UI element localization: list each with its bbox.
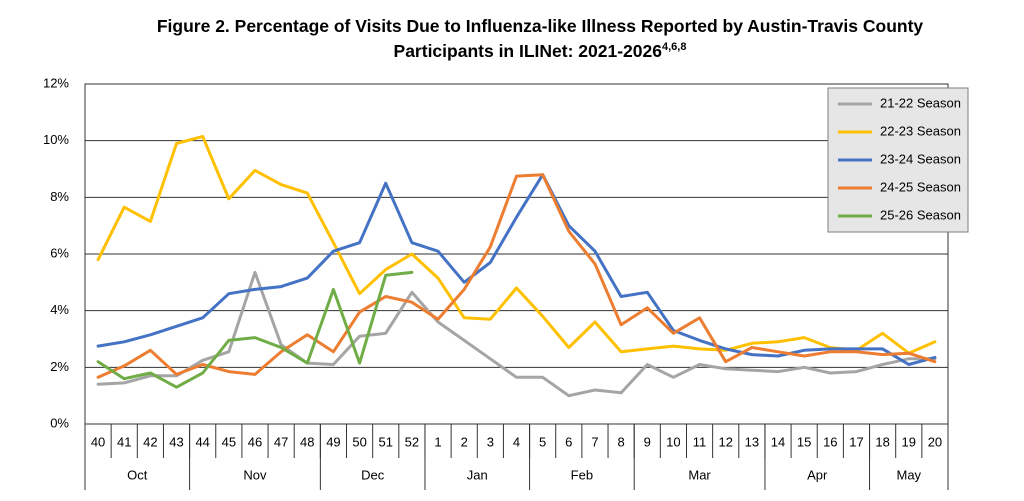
x-tick-label: 11 xyxy=(693,434,707,449)
x-tick-label: 16 xyxy=(823,434,837,449)
y-tick-label: 2% xyxy=(50,359,69,374)
x-tick-label: 19 xyxy=(902,434,916,449)
x-group-label: Dec xyxy=(361,467,385,482)
y-tick-label: 12% xyxy=(43,75,69,90)
x-group-label: Nov xyxy=(243,467,267,482)
x-tick-label: 5 xyxy=(539,434,546,449)
x-tick-label: 18 xyxy=(875,434,889,449)
series-line xyxy=(96,270,937,398)
x-tick-label: 12 xyxy=(718,434,732,449)
y-tick-label: 0% xyxy=(50,415,69,430)
y-tick-label: 10% xyxy=(43,132,69,147)
x-tick-label: 3 xyxy=(487,434,494,449)
x-tick-label: 41 xyxy=(117,434,131,449)
legend-label: 25-26 Season xyxy=(880,207,961,222)
title-text: Figure 2. Percentage of Visits Due to In… xyxy=(156,16,924,61)
legend-label: 21-22 Season xyxy=(880,95,961,110)
x-group-label: Apr xyxy=(807,467,828,482)
series-line xyxy=(96,173,937,366)
legend-label: 22-23 Season xyxy=(880,123,961,138)
x-tick-label: 51 xyxy=(379,434,393,449)
x-tick-label: 49 xyxy=(326,434,340,449)
x-group-label: Jan xyxy=(467,467,488,482)
x-tick-label: 9 xyxy=(644,434,651,449)
x-tick-label: 1 xyxy=(434,434,441,449)
x-tick-label: 46 xyxy=(248,434,262,449)
x-tick-label: 13 xyxy=(745,434,759,449)
x-tick-label: 42 xyxy=(143,434,157,449)
x-tick-label: 43 xyxy=(169,434,183,449)
legend-label: 24-25 Season xyxy=(880,179,961,194)
series-line xyxy=(96,173,937,379)
series-line xyxy=(96,270,414,389)
x-tick-label: 44 xyxy=(195,434,209,449)
x-tick-label: 52 xyxy=(405,434,419,449)
x-tick-label: 50 xyxy=(352,434,366,449)
x-tick-label: 20 xyxy=(928,434,942,449)
x-tick-label: 15 xyxy=(797,434,811,449)
x-tick-label: 6 xyxy=(565,434,572,449)
plot-border xyxy=(84,83,949,425)
y-tick-label: 8% xyxy=(50,189,69,204)
legend: 21-22 Season 22-23 Season 23-24 Season 24-2… xyxy=(827,87,969,233)
x-tick-label: 17 xyxy=(849,434,863,449)
x-tick-label: 40 xyxy=(91,434,105,449)
x-group-label: Feb xyxy=(571,467,593,482)
x-group-label: Mar xyxy=(688,467,711,482)
x-tick-label: 2 xyxy=(461,434,468,449)
series-line xyxy=(96,134,937,355)
x-group-label: May xyxy=(896,467,921,482)
title-superscript: 4,6,8 xyxy=(661,41,687,54)
x-tick-label: 7 xyxy=(591,434,598,449)
x-tick-label: 4 xyxy=(513,434,520,449)
x-group-label: Oct xyxy=(127,467,148,482)
x-tick-label: 47 xyxy=(274,434,288,449)
chart-title: Figure 2. Percentage of Visits Due to In… xyxy=(120,14,960,64)
x-tick-label: 48 xyxy=(300,434,314,449)
x-tick-label: 8 xyxy=(617,434,624,449)
y-tick-label: 6% xyxy=(50,245,69,260)
x-tick-label: 45 xyxy=(222,434,236,449)
legend-label: 23-24 Season xyxy=(880,151,961,166)
y-tick-label: 4% xyxy=(50,302,69,317)
x-tick-label: 10 xyxy=(666,434,680,449)
x-tick-label: 14 xyxy=(771,434,785,449)
